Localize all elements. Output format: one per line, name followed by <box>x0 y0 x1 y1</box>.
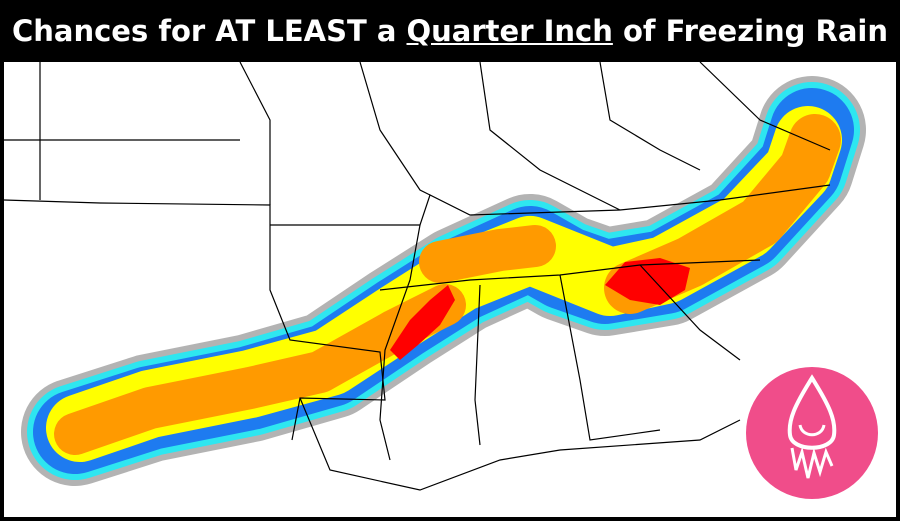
icon-drop <box>787 374 837 450</box>
map <box>4 62 896 517</box>
icon-drop-shine <box>798 424 826 437</box>
icon-circle <box>746 367 878 499</box>
title-emphasis: Quarter Inch <box>406 14 613 48</box>
title-text: of Freezing Rain <box>612 14 889 48</box>
band-red <box>605 258 690 305</box>
freezing-rain-bands <box>21 76 866 486</box>
state-borders <box>4 62 831 491</box>
title-bar: Chances for AT LEAST a Quarter Inch of F… <box>0 0 900 62</box>
freezing-rain-icon <box>746 367 878 499</box>
band-orange <box>419 225 556 283</box>
band-red <box>390 285 455 360</box>
band-orange <box>54 284 466 455</box>
icon-icicles <box>790 446 834 479</box>
title-text: Chances for AT LEAST a <box>11 14 407 48</box>
